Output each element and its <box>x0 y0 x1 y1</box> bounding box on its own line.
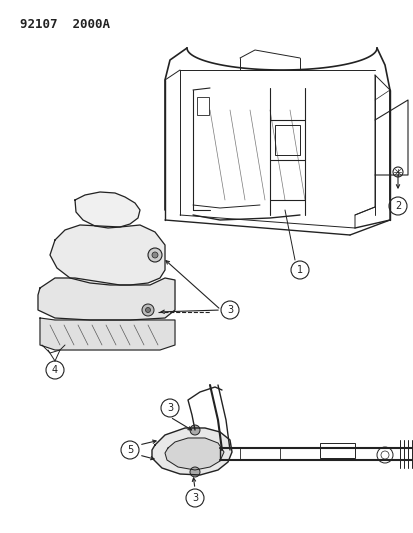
Circle shape <box>190 425 199 435</box>
Text: 3: 3 <box>166 403 173 413</box>
Polygon shape <box>75 192 140 228</box>
Polygon shape <box>50 225 165 285</box>
Text: 1: 1 <box>296 265 302 275</box>
Text: 3: 3 <box>192 493 197 503</box>
Polygon shape <box>152 428 231 475</box>
Polygon shape <box>40 318 175 350</box>
Circle shape <box>190 467 199 477</box>
Circle shape <box>142 304 154 316</box>
Bar <box>274 125 299 155</box>
Text: 5: 5 <box>126 445 133 455</box>
Polygon shape <box>38 278 175 320</box>
Circle shape <box>147 248 161 262</box>
Text: 2: 2 <box>394 201 400 211</box>
Circle shape <box>152 252 158 258</box>
Text: 4: 4 <box>52 365 58 375</box>
Bar <box>319 443 354 458</box>
Text: 3: 3 <box>226 305 233 315</box>
Circle shape <box>145 308 150 312</box>
Bar <box>197 97 209 115</box>
Text: 92107  2000A: 92107 2000A <box>20 18 110 31</box>
Polygon shape <box>165 438 223 470</box>
